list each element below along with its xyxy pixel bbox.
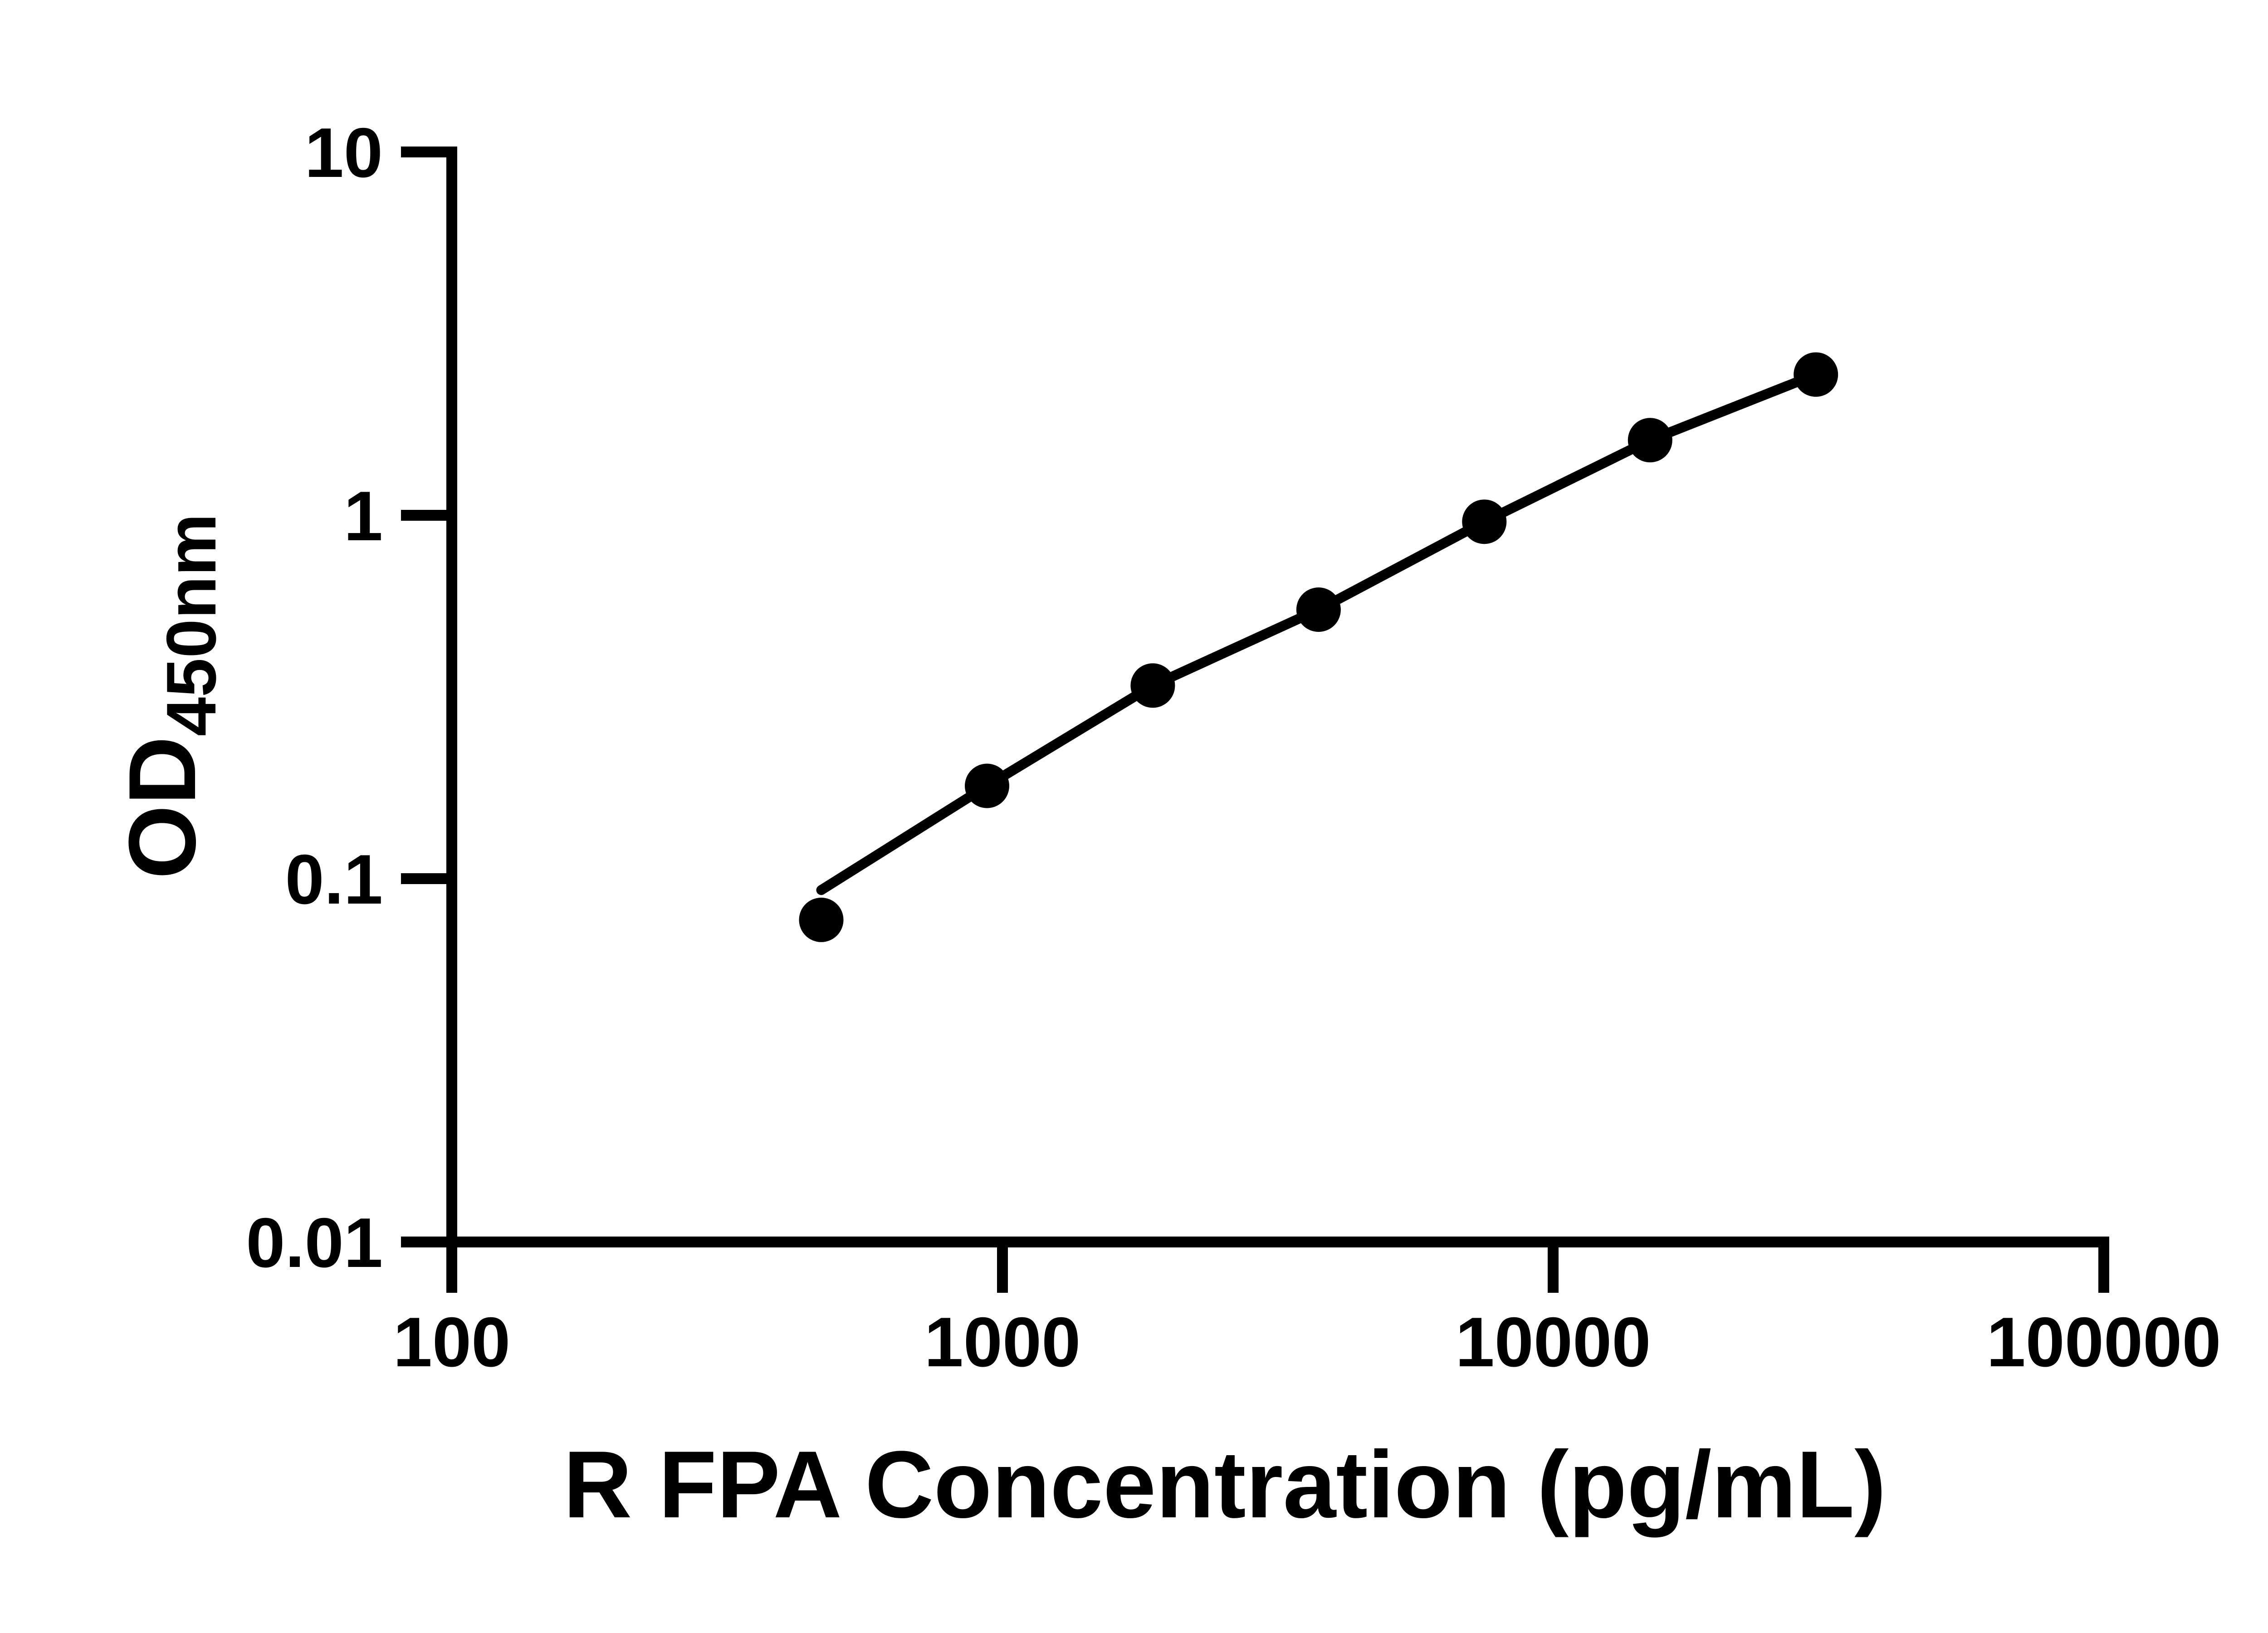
x-tick-label: 100: [393, 1303, 511, 1381]
x-tick-label: 100000: [1986, 1303, 2221, 1381]
y-axis-title-subscript: 450nm: [152, 513, 230, 736]
y-tick-label: 0.1: [285, 840, 383, 919]
x-tick-label: 1000: [924, 1303, 1081, 1381]
data-point: [965, 763, 1009, 808]
y-axis-title: OD450nm: [109, 513, 230, 879]
y-tick-label: 1: [344, 477, 383, 555]
data-points: [799, 352, 1838, 942]
y-tick-labels: 10 1 0.1 0.01: [246, 113, 383, 1282]
data-point: [1794, 352, 1838, 397]
y-tick-label: 10: [305, 113, 383, 192]
data-point: [1296, 587, 1341, 632]
x-ticks: [446, 1242, 2109, 1293]
y-tick-label: 0.01: [246, 1203, 383, 1282]
data-point: [799, 897, 844, 942]
y-axis-title-main: OD: [109, 736, 215, 879]
data-point: [1462, 499, 1507, 544]
y-ticks: [401, 147, 452, 1247]
data-point: [1628, 418, 1672, 463]
x-tick-label: 10000: [1455, 1303, 1651, 1381]
data-point: [1130, 663, 1175, 708]
x-tick-labels: 100 1000 10000 100000: [393, 1303, 2221, 1381]
axes: [446, 147, 2109, 1247]
x-axis-title: R FPA Concentration (pg/mL): [563, 1431, 1886, 1538]
